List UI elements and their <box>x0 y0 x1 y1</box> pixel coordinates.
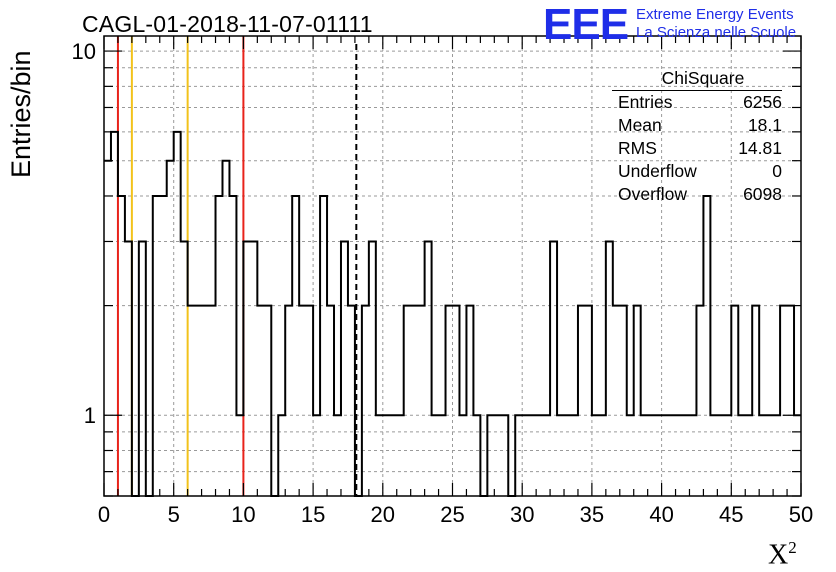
histogram-series <box>104 130 801 497</box>
logo-line-1: Extreme Energy Events <box>636 6 794 23</box>
x-tick-label: 30 <box>510 502 534 527</box>
grid <box>104 36 801 497</box>
stats-box-divider <box>612 90 782 91</box>
stats-row-underflow: Underflow 0 <box>606 160 796 183</box>
stats-box-title: ChiSquare <box>661 68 745 88</box>
stats-row-entries: Entries 6256 <box>606 91 796 114</box>
eee-logo-icon: EEE <box>543 0 629 49</box>
stats-value: 6256 <box>743 92 782 112</box>
x-tick-label: 10 <box>231 502 255 527</box>
y-axis-label: Entries/bin <box>6 50 36 178</box>
x-axis-label-superscript: 2 <box>788 538 797 557</box>
stats-row-rms: RMS 14.81 <box>606 137 796 160</box>
stats-row-overflow: Overflow 6098 <box>606 183 796 206</box>
logo-line-2: La Scienza nelle Scuole <box>636 24 797 41</box>
axes: 0 5 10 15 20 25 30 35 40 45 50 1 10 <box>72 35 813 527</box>
x-axis-label-symbol: X <box>768 539 789 571</box>
x-tick-label: 35 <box>580 502 604 527</box>
stats-row-mean: Mean 18.1 <box>606 114 796 137</box>
stats-value: 14.81 <box>738 138 782 158</box>
x-tick-label: 20 <box>371 502 395 527</box>
stats-value: 0 <box>772 161 782 181</box>
histogram-line <box>104 130 801 497</box>
y-tick-label: 10 <box>72 39 96 64</box>
x-axis-label: X2 <box>768 538 797 571</box>
stats-label: RMS <box>618 138 657 158</box>
chart-title: CAGL-01-2018-11-07-01111 <box>82 11 373 37</box>
stats-label: Overflow <box>618 184 688 204</box>
x-tick-label: 25 <box>440 502 464 527</box>
y-tick-label: 1 <box>84 403 96 428</box>
stats-label: Underflow <box>618 161 697 181</box>
stats-label: Mean <box>618 115 662 135</box>
x-tick-label: 5 <box>168 502 180 527</box>
stats-value: 18.1 <box>747 115 782 135</box>
x-tick-label: 45 <box>719 502 743 527</box>
stats-box: ChiSquare Entries 6256 Mean 18.1 RMS 14.… <box>606 66 796 206</box>
stats-label: Entries <box>618 92 673 112</box>
x-tick-label: 0 <box>98 502 110 527</box>
x-tick-label: 50 <box>789 502 813 527</box>
x-tick-label: 40 <box>649 502 673 527</box>
x-tick-label: 15 <box>301 502 325 527</box>
stats-value: 6098 <box>743 184 782 204</box>
